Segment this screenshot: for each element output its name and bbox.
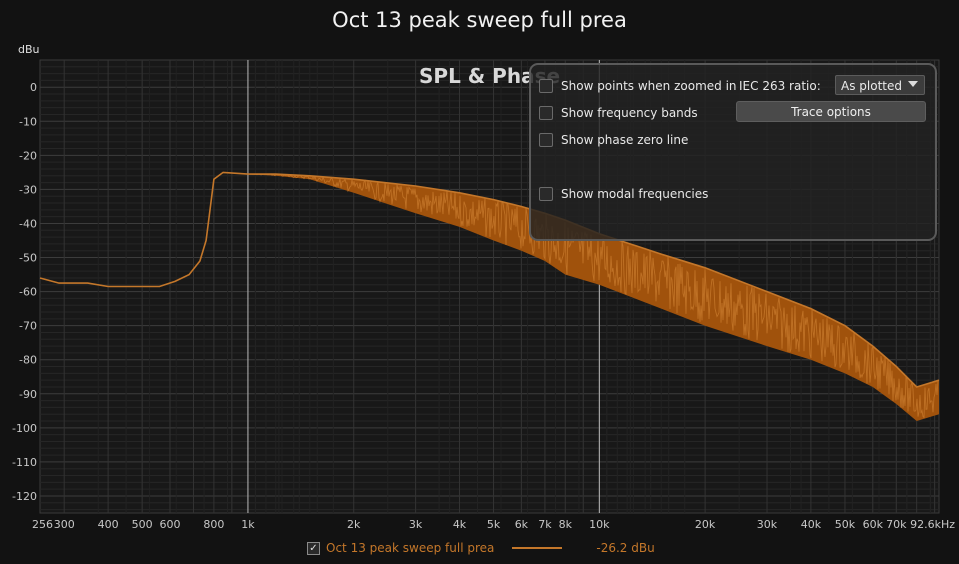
x-tick-label: 600 [159, 518, 180, 531]
trace-options-button[interactable]: Trace options [736, 101, 926, 122]
x-tick-label: 7k [538, 518, 552, 531]
option-show-points[interactable]: Show points when zoomed in [539, 79, 737, 93]
x-tick-label: 1k [241, 518, 255, 531]
trace-upper-edge [39, 171, 940, 388]
x-tick-label: 800 [203, 518, 224, 531]
legend-swatch [512, 547, 563, 549]
y-tick-label: -70 [19, 320, 37, 333]
modal-frequencies-checkbox[interactable] [539, 187, 553, 201]
x-tick-label: 20k [695, 518, 716, 531]
chart-title: Oct 13 peak sweep full prea [332, 8, 627, 32]
y-tick-label: -40 [19, 217, 37, 230]
y-tick-label: -100 [12, 422, 37, 435]
iec-ratio-select[interactable]: As plotted [835, 75, 925, 95]
y-tick-label: -10 [19, 115, 37, 128]
option-phase-zero-line[interactable]: Show phase zero line [539, 133, 688, 147]
x-tick-label: 3k [409, 518, 423, 531]
phase-zero-line-label: Show phase zero line [561, 133, 689, 147]
iec-ratio-value: As plotted [841, 79, 902, 93]
legend-value: -26.2 dBu [596, 541, 655, 555]
x-tick-label: 30k [757, 518, 778, 531]
x-tick-label: 6k [515, 518, 529, 531]
x-tick-label: 400 [98, 518, 119, 531]
x-tick-label: 50k [835, 518, 856, 531]
y-tick-label: -120 [12, 490, 37, 503]
legend-series-name: Oct 13 peak sweep full prea [326, 541, 495, 555]
x-tick-label: 92.6kHz [910, 518, 955, 531]
x-axis: 256 300 400 500 600 800 1k 2k 3k 4k 5k 6k 7k 8k 10k 20k… [32, 518, 955, 531]
chevron-down-icon [908, 81, 918, 87]
x-tick-label: 300 [54, 518, 75, 531]
y-tick-label: -20 [19, 149, 37, 162]
y-tick-label: -30 [19, 183, 37, 196]
y-tick-label: -110 [12, 456, 37, 469]
x-tick-label: 4k [453, 518, 467, 531]
option-modal-frequencies[interactable]: Show modal frequencies [539, 187, 708, 201]
show-points-checkbox[interactable] [539, 79, 553, 93]
trace-series [39, 171, 940, 421]
iec-ratio-label: IEC 263 ratio: [739, 79, 821, 93]
phase-zero-line-checkbox[interactable] [539, 133, 553, 147]
y-axis: 0 -10 -20 -30 -40 -50 -60 -70 -80 -90 -100 -110 -120 [12, 81, 37, 503]
y-tick-label: -60 [19, 286, 37, 299]
y-tick-label: 0 [30, 81, 37, 94]
option-frequency-bands[interactable]: Show frequency bands [539, 106, 698, 120]
show-points-label: Show points when zoomed in [561, 79, 737, 93]
y-tick-label: -80 [19, 354, 37, 367]
x-tick-label: 10k [589, 518, 610, 531]
y-tick-label: -90 [19, 388, 37, 401]
frequency-bands-checkbox[interactable] [539, 106, 553, 120]
x-tick-label: 500 [132, 518, 153, 531]
x-tick-label: 40k [801, 518, 822, 531]
y-axis-unit: dBu [18, 43, 40, 56]
x-tick-label: 5k [487, 518, 501, 531]
x-tick-label: 256 [32, 518, 53, 531]
x-tick-label: 70k [886, 518, 907, 531]
x-tick-label: 8k [559, 518, 573, 531]
graph-options-panel: Show points when zoomed in Show frequenc… [529, 63, 937, 241]
frequency-bands-label: Show frequency bands [561, 106, 698, 120]
legend: ✓ Oct 13 peak sweep full prea -26.2 dBu [307, 541, 655, 555]
x-tick-label: 2k [347, 518, 361, 531]
legend-checkbox[interactable]: ✓ [307, 541, 320, 555]
modal-frequencies-label: Show modal frequencies [561, 187, 709, 201]
y-tick-label: -50 [19, 252, 37, 265]
x-tick-label: 60k [863, 518, 884, 531]
